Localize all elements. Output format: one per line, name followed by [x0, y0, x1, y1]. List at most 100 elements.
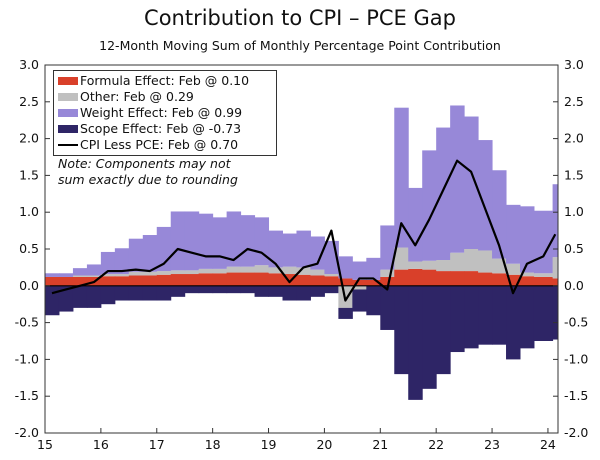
legend-label: CPI Less PCE: Feb @ 0.70 [80, 137, 239, 152]
bar-formula-effect [170, 274, 186, 286]
bar-other [254, 265, 270, 273]
legend-item-formula: Formula Effect: Feb @ 0.10 [58, 73, 272, 89]
bar-formula-effect [114, 276, 130, 286]
bar-other [198, 268, 214, 274]
bar-other [324, 274, 339, 277]
legend: Formula Effect: Feb @ 0.10 Other: Feb @ … [53, 70, 277, 156]
bar-scope-effect [128, 285, 144, 301]
legend-line [58, 144, 78, 146]
bar-formula-effect [478, 272, 493, 286]
note-line: sum exactly due to rounding [58, 172, 238, 187]
x-tick-label: 20 [316, 437, 332, 452]
bar-formula-effect [240, 272, 256, 286]
bar-weight-effect [45, 273, 60, 277]
bar-formula-effect [128, 275, 144, 286]
bar-formula-effect [533, 276, 554, 286]
bar-formula-effect [338, 278, 353, 286]
bar-formula-effect [184, 274, 200, 286]
bar-scope-effect [282, 285, 297, 301]
y-tick-label-right: -1.5 [564, 388, 588, 403]
bar-weight-effect [254, 217, 270, 266]
bar-formula-effect [352, 279, 367, 286]
bar-scope-effect [114, 285, 130, 301]
y-tick-label-left: 2.5 [19, 94, 39, 109]
x-tick-label: 19 [261, 437, 277, 452]
bar-other [72, 275, 88, 277]
bar-weight-effect [240, 215, 256, 267]
bar-formula-effect [254, 272, 270, 286]
bar-other [552, 257, 559, 279]
bar-scope-effect [268, 285, 283, 297]
legend-swatch [58, 109, 78, 117]
bar-scope-effect [520, 285, 535, 349]
bar-weight-effect [128, 238, 144, 272]
bar-scope-effect [436, 285, 451, 375]
y-tick-label-right: 0.5 [564, 241, 584, 256]
legend-swatch [58, 93, 78, 101]
bar-other [464, 249, 479, 272]
y-tick-label-right: 1.0 [564, 204, 584, 219]
bar-scope-effect [86, 285, 102, 308]
x-tick-label: 24 [540, 437, 556, 452]
y-tick-label-right: 3.0 [564, 57, 584, 72]
legend-item-scope: Scope Effect: Feb @ -0.73 [58, 121, 272, 137]
bar-scope-effect [380, 285, 395, 330]
bar-scope-effect [352, 289, 367, 312]
bar-formula-effect [408, 268, 423, 286]
legend-label: Formula Effect: Feb @ 0.10 [80, 73, 250, 88]
y-tick-label-left: 1.0 [19, 204, 39, 219]
bar-other [240, 266, 256, 273]
y-tick-label-left: 0.5 [19, 241, 39, 256]
bar-other [114, 274, 130, 277]
bar-weight-effect [436, 127, 451, 261]
bar-formula-effect [45, 276, 60, 286]
bar-other [100, 274, 116, 277]
bar-weight-effect [114, 248, 130, 275]
bar-scope-effect [533, 285, 554, 341]
bar-weight-effect [464, 116, 479, 250]
y-tick-label-left: -2.0 [15, 425, 39, 440]
bar-weight-effect [310, 236, 325, 270]
bar-weight-effect [478, 140, 493, 251]
bar-formula-effect [100, 276, 116, 286]
bar-formula-effect [212, 273, 228, 286]
y-tick-label-left: 3.0 [19, 57, 39, 72]
bar-weight-effect [282, 233, 297, 267]
x-tick-label: 18 [205, 437, 221, 452]
bar-other [128, 271, 144, 276]
bar-weight-effect [268, 230, 283, 268]
y-tick-label-right: -1.0 [564, 351, 588, 366]
x-tick-label: 23 [484, 437, 500, 452]
bar-other [478, 250, 493, 273]
bar-other [450, 252, 465, 272]
bar-formula-effect [380, 276, 395, 286]
legend-label: Scope Effect: Feb @ -0.73 [80, 121, 242, 136]
bar-scope-effect [170, 285, 186, 297]
bar-weight-effect [352, 261, 367, 280]
bar-scope-effect [212, 285, 228, 294]
bar-weight-effect [184, 211, 200, 271]
x-tick-label: 21 [372, 437, 388, 452]
y-tick-label-left: -1.5 [15, 388, 39, 403]
bar-weight-effect [296, 230, 311, 268]
bar-formula-effect [324, 276, 339, 286]
y-tick-label-right: 2.0 [564, 131, 584, 146]
legend-item-cpi-less-pce: CPI Less PCE: Feb @ 0.70 [58, 137, 272, 153]
x-tick-label: 22 [428, 437, 444, 452]
x-tick-label: 17 [149, 437, 165, 452]
y-tick-label-left: -0.5 [15, 315, 39, 330]
bar-other [184, 270, 200, 275]
y-tick-label-left: 0.0 [19, 278, 39, 293]
legend-label: Weight Effect: Feb @ 0.99 [80, 105, 243, 120]
bar-other [533, 273, 554, 277]
chart-note: Note: Components may not sum exactly due… [58, 156, 238, 188]
bar-other [142, 271, 158, 276]
bar-other [212, 268, 228, 274]
bar-weight-effect [380, 225, 395, 270]
bar-scope-effect [156, 285, 172, 301]
bar-formula-effect [226, 272, 242, 286]
bar-other [506, 263, 521, 275]
bar-scope-effect [366, 285, 381, 316]
